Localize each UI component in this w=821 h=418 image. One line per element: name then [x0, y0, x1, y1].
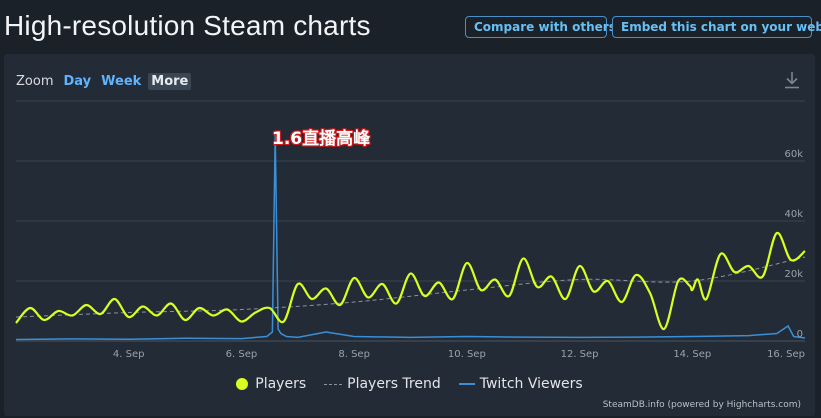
page-title: High-resolution Steam charts: [4, 10, 371, 41]
chart-legend: Players Players Trend Twitch Viewers: [4, 376, 815, 392]
series-players-trend-line: [15, 256, 806, 318]
series-twitch-viewers-line: [15, 133, 806, 341]
zoom-day-button[interactable]: Day: [63, 73, 92, 89]
x-tick-label: 12. Sep: [561, 349, 599, 360]
y-tick-label: 40k: [784, 209, 803, 220]
compare-button[interactable]: Compare with others...: [465, 16, 630, 38]
zoom-week-button[interactable]: Week: [101, 73, 142, 89]
x-tick-label: 8. Sep: [338, 349, 370, 360]
legend-players[interactable]: Players: [236, 376, 306, 392]
x-tick-label: 4. Sep: [113, 349, 145, 360]
x-tick-label: 16. Sep: [767, 349, 805, 360]
players-chart: 0 20k 40k 60k 4. Sep 6. Sep 8. Sep 10. Sep 12. S…: [15, 100, 806, 360]
legend-twitch[interactable]: Twitch Viewers: [458, 376, 583, 392]
trend-legend-marker: [324, 383, 343, 385]
chart-panel: 0 20k 40k 60k 4. Sep 6. Sep 8. Sep 10. Sep 12. S…: [4, 54, 815, 416]
download-icon[interactable]: [783, 70, 801, 90]
twitch-legend-marker: [458, 383, 475, 385]
legend-players-label: Players: [255, 376, 307, 392]
x-tick-label: 6. Sep: [226, 349, 258, 360]
peak-annotation: 1.6直播高峰: [272, 129, 371, 149]
y-tick-label: 20k: [784, 269, 803, 280]
y-tick-label: 60k: [784, 149, 803, 160]
zoom-label: Zoom: [16, 73, 54, 89]
zoom-bar: Zoom Day Week More: [16, 72, 201, 90]
players-legend-marker: [236, 378, 249, 390]
zoom-more-button[interactable]: More: [148, 72, 192, 90]
y-tick-label: 0: [797, 329, 803, 340]
chart-credits[interactable]: SteamDB.info (powered by Highcharts.com): [602, 400, 801, 410]
series-players-line: [15, 231, 806, 331]
legend-trend[interactable]: Players Trend: [324, 376, 441, 392]
x-tick-label: 10. Sep: [448, 349, 486, 360]
legend-trend-label: Players Trend: [347, 376, 441, 392]
x-tick-label: 14. Sep: [673, 349, 711, 360]
embed-chart-button[interactable]: Embed this chart on your website: [612, 16, 821, 38]
legend-twitch-label: Twitch Viewers: [479, 376, 583, 392]
